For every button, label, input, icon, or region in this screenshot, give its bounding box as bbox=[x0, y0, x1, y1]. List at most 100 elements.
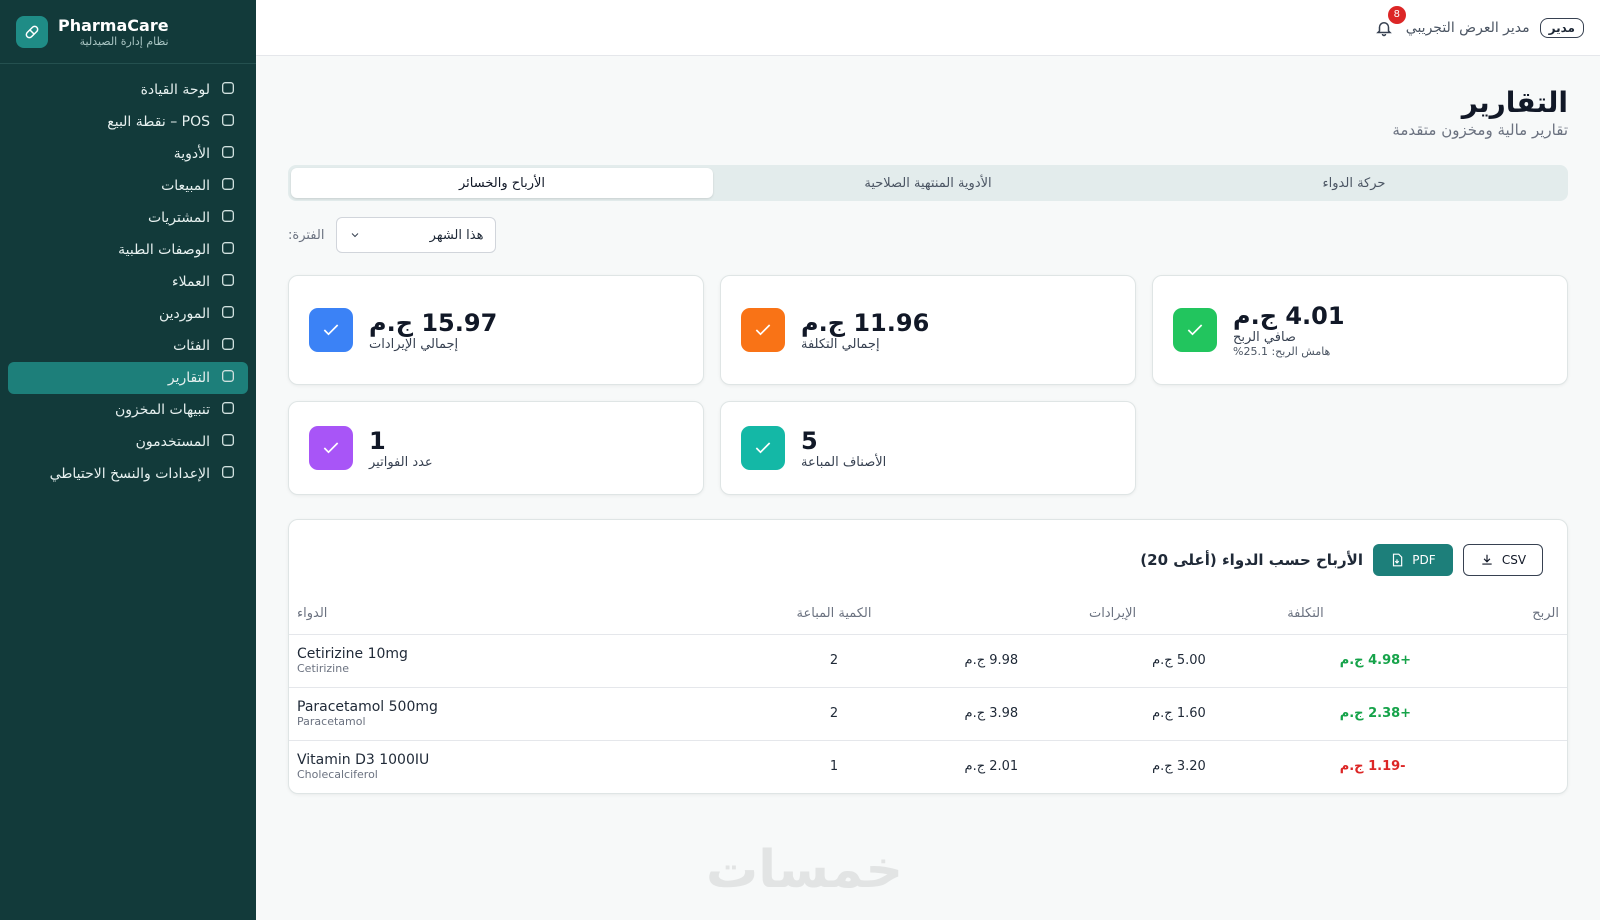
menu-item[interactable]: الموردين bbox=[8, 298, 248, 330]
watermark: خمسات bbox=[706, 840, 904, 900]
medicine-cell: Vitamin D3 1000IU Cholecalciferol bbox=[289, 740, 712, 793]
stat-value: 5 bbox=[801, 426, 818, 455]
medicine-generic: Cetirizine bbox=[297, 662, 349, 675]
revenue: 3.98 ج.م bbox=[956, 687, 1145, 741]
menu-item[interactable]: الإعدادات والنسخ الاحتياطي bbox=[8, 458, 248, 490]
cost: 5.00 ج.م bbox=[1144, 634, 1332, 688]
menu-label: المشتريات bbox=[147, 210, 210, 226]
menu-label: المبيعات bbox=[161, 178, 210, 194]
revenue: 9.98 ج.م bbox=[956, 634, 1145, 688]
medicine-name: Cetirizine 10mg bbox=[297, 646, 408, 662]
sidebar: PharmaCare نظام إدارة الصيدلية لوحة القي… bbox=[0, 0, 256, 920]
period-value: هذا الشهر bbox=[429, 227, 484, 243]
menu-icon bbox=[220, 240, 236, 260]
stat-text: 5 الأصناف المباعة bbox=[801, 427, 886, 470]
menu-item[interactable]: الأدوية bbox=[8, 138, 248, 170]
menu-icon bbox=[220, 144, 236, 164]
menu-label: الأدوية bbox=[173, 146, 210, 162]
revenue: 2.01 ج.م bbox=[964, 759, 1019, 775]
filter-label: الفترة: bbox=[288, 227, 325, 243]
table-header: الأرباح حسب الدواء (أعلى 20) PDF CSV bbox=[289, 520, 1567, 594]
notification-count: 8 bbox=[1387, 5, 1406, 24]
profit: -1.19 ج.م bbox=[1339, 759, 1406, 775]
quantity: 1 bbox=[829, 759, 839, 775]
brand-text: PharmaCare نظام إدارة الصيدلية bbox=[58, 16, 169, 48]
page-subtitle: تقارير مالية ومخزون متقدمة bbox=[1392, 121, 1568, 139]
period-select[interactable]: هذا الشهر bbox=[336, 217, 497, 253]
stat-text: 15.97 ج.م إجمالي الإيرادات bbox=[369, 309, 497, 352]
quantity: 2 bbox=[711, 687, 957, 741]
medicine-generic: Cholecalciferol bbox=[297, 768, 378, 782]
stat-icon bbox=[1173, 308, 1217, 352]
menu-item[interactable]: المستخدمون bbox=[8, 426, 248, 458]
column-header: التكلفة bbox=[1144, 594, 1332, 635]
stat-card: 11.96 ج.م إجمالي التكلفة bbox=[720, 275, 1136, 385]
stat-label: إجمالي التكلفة bbox=[801, 336, 880, 352]
stat-card: 15.97 ج.م إجمالي الإيرادات bbox=[288, 275, 704, 385]
menu-label: المستخدمون bbox=[135, 434, 210, 450]
brand-name: PharmaCare bbox=[58, 15, 169, 35]
menu-icon bbox=[220, 208, 236, 228]
menu-icon bbox=[220, 80, 236, 100]
pdf-label: PDF bbox=[1412, 553, 1436, 567]
table-row: Vitamin D3 1000IU Cholecalciferol 1 2.01 ج.… bbox=[289, 740, 1567, 793]
pdf-button[interactable]: PDF bbox=[1373, 544, 1453, 576]
menu-icon bbox=[220, 464, 236, 484]
notifications[interactable]: 8 bbox=[1372, 5, 1406, 40]
table-body: Cetirizine 10mg Cetirizine 2 9.98 ج.م 5.00 ج… bbox=[289, 634, 1567, 793]
stat-card: 5 الأصناف المباعة bbox=[720, 401, 1136, 495]
menu-icon bbox=[220, 272, 236, 292]
menu-icon bbox=[220, 400, 236, 420]
stat-card: 1 عدد الفواتير bbox=[288, 401, 704, 495]
tab[interactable]: الأدوية المنتهية الصلاحية bbox=[864, 175, 992, 191]
menu-item[interactable]: الفئات bbox=[8, 330, 248, 362]
stat-label: الأصناف المباعة bbox=[801, 454, 887, 470]
tabs: الأرباح والخسائر الأدوية المنتهية الصلاحي… bbox=[288, 165, 1568, 201]
column-header: الربح bbox=[1331, 594, 1567, 635]
menu-item[interactable]: المشتريات bbox=[8, 202, 248, 234]
medicine-generic: Paracetamol bbox=[297, 715, 366, 728]
logo bbox=[16, 15, 48, 48]
menu-item[interactable]: التقارير bbox=[8, 362, 248, 394]
csv-button[interactable]: CSV bbox=[1463, 544, 1543, 576]
csv-label: CSV bbox=[1501, 553, 1527, 567]
stat-text: 11.96 ج.م إجمالي التكلفة bbox=[801, 309, 929, 352]
menu-item[interactable]: الوصفات الطبية bbox=[8, 234, 248, 266]
user-role: مدير bbox=[1539, 17, 1584, 38]
stat-value: 15.97 ج.م bbox=[369, 308, 498, 337]
menu: لوحة القيادة POS – نقطة البيع الأدوية المبي… bbox=[0, 64, 256, 500]
stat-label: صافي الربح bbox=[1233, 330, 1296, 345]
menu-item[interactable]: لوحة القيادة bbox=[8, 74, 248, 106]
table-row: Cetirizine 10mg Cetirizine 2 9.98 ج.م 5.00 ج… bbox=[289, 634, 1567, 688]
page-title: التقارير bbox=[1461, 86, 1568, 119]
medicine-name: Vitamin D3 1000IU bbox=[297, 752, 430, 769]
menu-label: الوصفات الطبية bbox=[118, 242, 210, 258]
stat-note: هامش الربح: 25.1% bbox=[1233, 345, 1331, 358]
stat-value: 4.01 ج.م bbox=[1233, 302, 1345, 330]
menu-icon bbox=[220, 432, 236, 452]
table-row: Paracetamol 500mg Paracetamol 2 3.98 ج.م 1.6… bbox=[289, 687, 1567, 741]
column-header: الإيرادات bbox=[956, 594, 1145, 635]
menu-item[interactable]: المبيعات bbox=[8, 170, 248, 202]
menu-item[interactable]: العملاء bbox=[8, 266, 248, 298]
menu-icon bbox=[220, 304, 236, 324]
menu-item[interactable]: POS – نقطة البيع bbox=[8, 106, 248, 138]
menu-label: تنبيهات المخزون bbox=[115, 402, 210, 418]
stat-value: 1 bbox=[369, 426, 386, 455]
profit: +2.38 ج.م bbox=[1331, 687, 1567, 741]
tab[interactable]: الأرباح والخسائر bbox=[291, 168, 713, 198]
menu-label: الفئات bbox=[173, 338, 210, 354]
tab[interactable]: حركة الدواء bbox=[1322, 175, 1386, 191]
cost: 3.20 ج.م bbox=[1152, 759, 1206, 775]
stat-value: 11.96 ج.م bbox=[801, 308, 930, 337]
medicine-cell: Cetirizine 10mg Cetirizine bbox=[289, 634, 712, 688]
menu-label: لوحة القيادة bbox=[140, 82, 210, 98]
menu-icon bbox=[220, 112, 236, 132]
menu-item[interactable]: تنبيهات المخزون bbox=[8, 394, 248, 426]
stats-grid: 15.97 ج.م إجمالي الإيرادات 11.96 ج.م إجمالي… bbox=[288, 275, 1568, 495]
stat-icon bbox=[741, 426, 785, 470]
brand-tagline: نظام إدارة الصيدلية bbox=[79, 34, 169, 48]
stat-label: إجمالي الإيرادات bbox=[369, 336, 459, 352]
stat-label: عدد الفواتير bbox=[369, 454, 433, 470]
